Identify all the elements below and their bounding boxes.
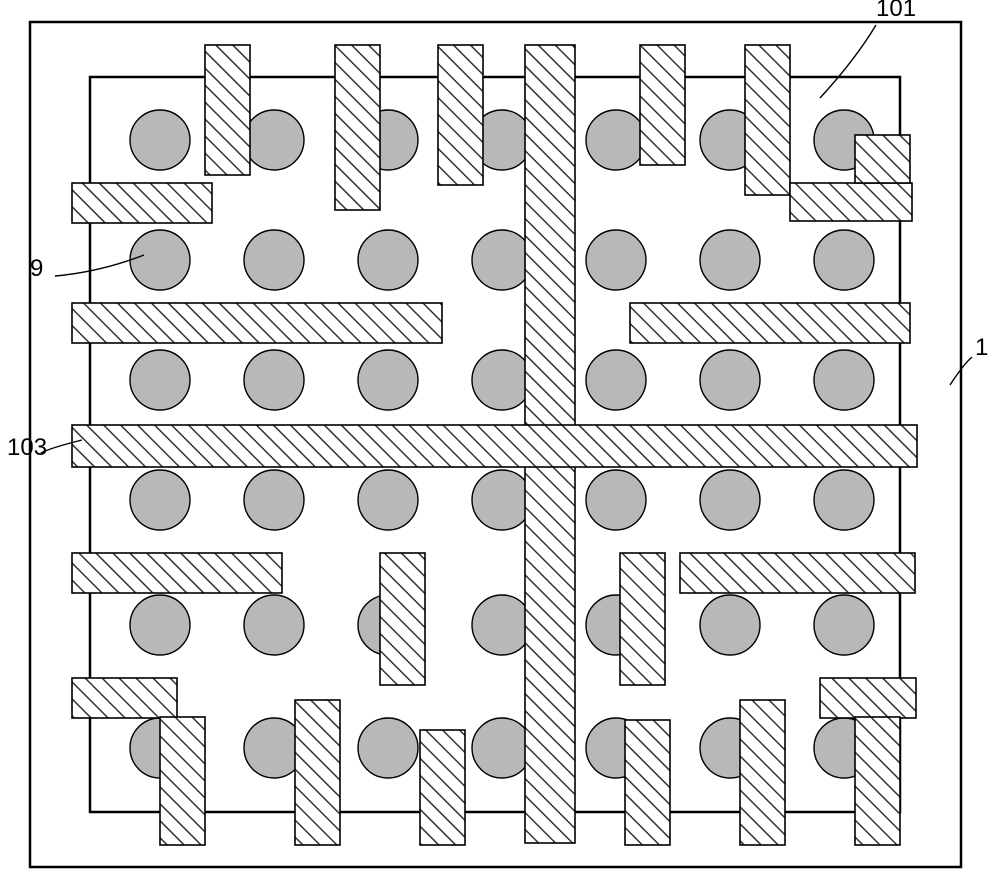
diagram-canvas: 101 9 103 1 (0, 0, 1000, 887)
grid-dot (358, 350, 418, 410)
grid-dot (700, 230, 760, 290)
callout-label-101: 101 (876, 0, 916, 22)
hatched-bar (72, 425, 917, 467)
hatched-bar (855, 717, 900, 845)
grid-dot (472, 350, 532, 410)
grid-dot (472, 470, 532, 530)
grid-dot (244, 470, 304, 530)
hatched-bar (335, 45, 380, 210)
hatched-bar (630, 303, 910, 343)
hatched-bar (160, 717, 205, 845)
grid-dot (130, 110, 190, 170)
grid-dot (814, 595, 874, 655)
hatched-bar (745, 45, 790, 195)
hatched-bar (820, 678, 916, 718)
hatched-bar (620, 553, 665, 685)
hatched-bar (295, 700, 340, 845)
callout-label-103: 103 (7, 434, 47, 461)
grid-dot (472, 230, 532, 290)
hatched-bar (680, 553, 915, 593)
grid-dot (130, 230, 190, 290)
grid-dot (130, 470, 190, 530)
grid-dot (586, 110, 646, 170)
hatched-bar (72, 183, 212, 223)
hatched-bar (72, 303, 442, 343)
grid-dot (358, 718, 418, 778)
grid-dot (130, 350, 190, 410)
hatched-bar (420, 730, 465, 845)
hatched-bar (438, 45, 483, 185)
grid-dot (700, 470, 760, 530)
grid-dot (586, 230, 646, 290)
hatched-bar (790, 183, 912, 221)
grid-dot (244, 230, 304, 290)
grid-dot (700, 350, 760, 410)
callout-label-9: 9 (30, 255, 43, 282)
grid-dot (814, 350, 874, 410)
grid-dot (814, 470, 874, 530)
grid-dot (586, 350, 646, 410)
grid-dot (814, 230, 874, 290)
grid-dot (472, 718, 532, 778)
hatched-bar (72, 678, 177, 718)
grid-dot (472, 595, 532, 655)
hatched-bar (640, 45, 685, 165)
grid-dot (244, 110, 304, 170)
grid-dot (358, 230, 418, 290)
grid-dot (358, 470, 418, 530)
grid-dot (700, 595, 760, 655)
grid-dot (244, 595, 304, 655)
hatched-bar (855, 135, 910, 183)
hatched-bar (740, 700, 785, 845)
callout-label-1: 1 (975, 334, 988, 361)
hatched-bar (380, 553, 425, 685)
hatched-bar (625, 720, 670, 845)
hatched-bar (72, 553, 282, 593)
hatched-bar (205, 45, 250, 175)
grid-dot (130, 595, 190, 655)
grid-dot (586, 470, 646, 530)
grid-dot (244, 350, 304, 410)
